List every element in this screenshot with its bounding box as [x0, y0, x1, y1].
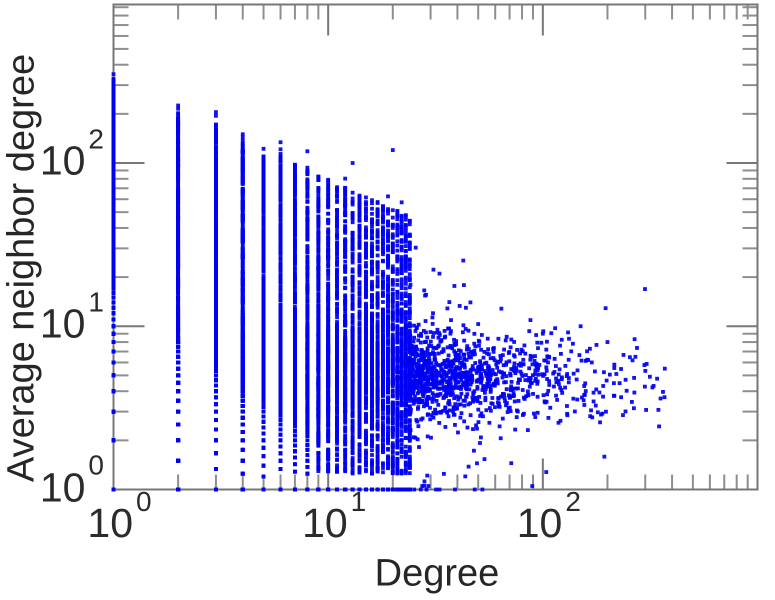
y-axis-title: Average neighbor degree [0, 53, 43, 483]
y-tick-label: 10 1 [39, 286, 104, 347]
y-tick-label: 10 0 [39, 449, 104, 510]
x-tick-label: 10 1 [302, 485, 367, 546]
y-tick-label: 10 2 [39, 123, 104, 184]
x-axis-title: Degree [374, 552, 500, 595]
x-tick-label: 10 0 [87, 485, 152, 546]
x-tick-label: 10 2 [516, 485, 581, 546]
